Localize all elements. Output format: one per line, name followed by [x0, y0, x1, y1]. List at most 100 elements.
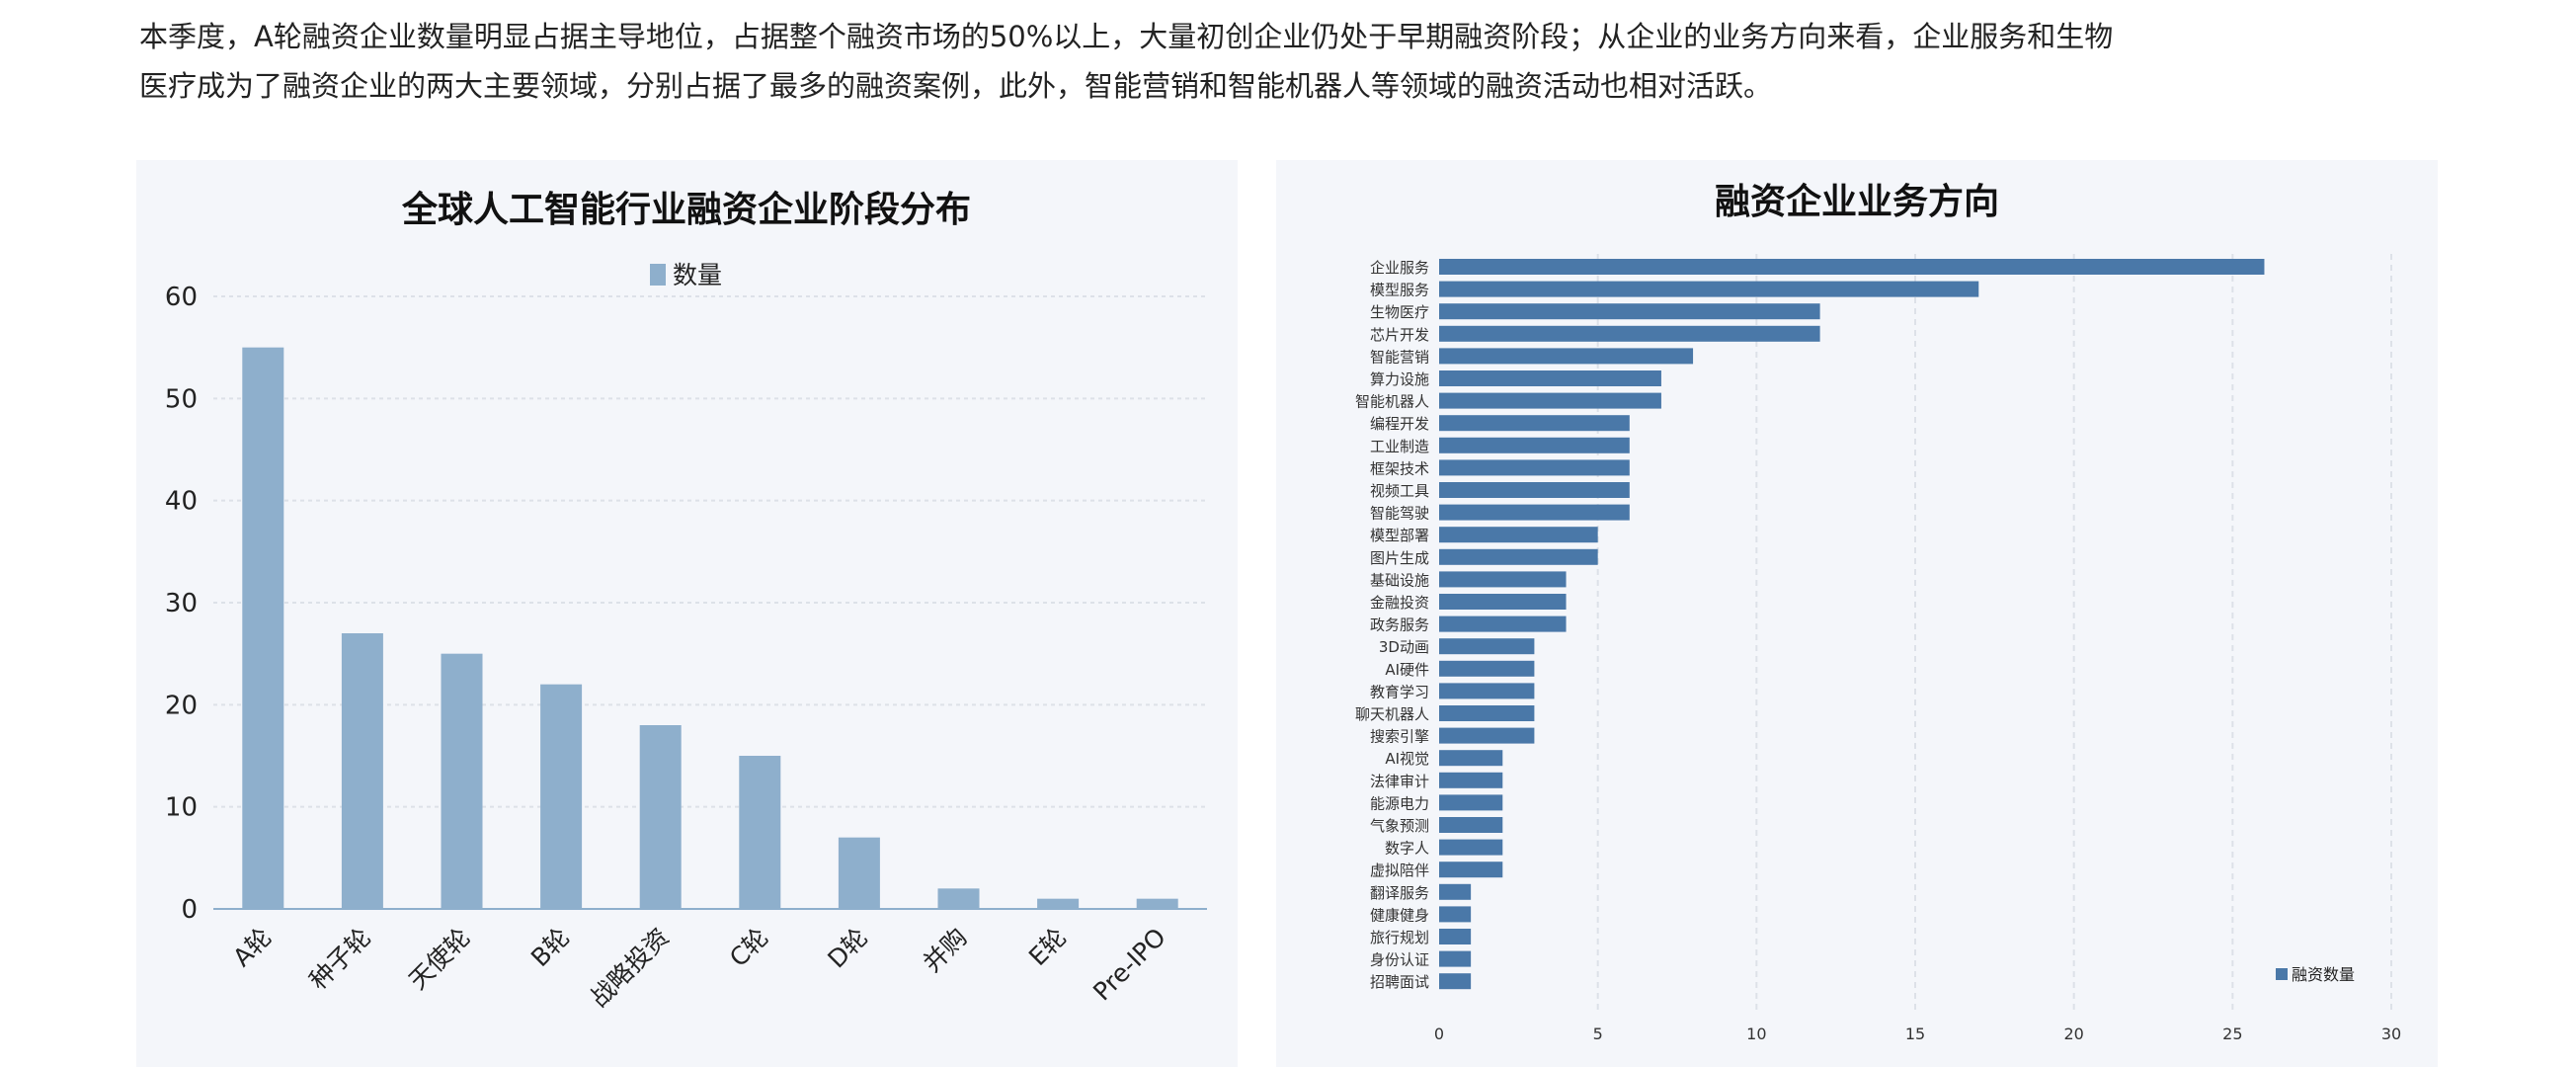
bar-旅行规划: [1439, 929, 1472, 944]
y-tick-label: 3D动画: [1379, 638, 1429, 656]
bar-E轮: [1037, 898, 1080, 909]
y-tick-label: 50: [165, 384, 198, 414]
x-tick-label: 15: [1905, 1025, 1925, 1043]
bar-D轮: [838, 837, 880, 909]
legend-label: 数量: [673, 261, 722, 289]
bar-数字人: [1439, 839, 1503, 856]
bar-生物医疗: [1439, 303, 1820, 320]
x-tick-label: 5: [1593, 1025, 1603, 1043]
x-tick-label: C轮: [724, 923, 774, 973]
x-tick-label: B轮: [525, 923, 575, 972]
bar-编程开发: [1439, 415, 1630, 432]
business-direction-chart: 融资企业业务方向 0 5 10 15 20 25 30 企业服务 模型服务 生物医疗 芯片开发 智能营销…: [1276, 160, 2438, 1067]
y-tick-label: AI视觉: [1385, 750, 1429, 768]
bar-芯片开发: [1439, 325, 1820, 342]
y-tick-label: 法律审计: [1370, 773, 1429, 790]
bar-模型服务: [1439, 281, 1979, 297]
stage-distribution-chart: 全球人工智能行业融资企业阶段分布数量 0 10 20 30 40 50 60 A轮 种子轮 天使轮 B…: [136, 160, 1238, 1067]
x-tick-label: Pre-IPO: [1087, 923, 1171, 1007]
y-tick-label: 金融投资: [1370, 594, 1429, 612]
y-tick-label: 算力设施: [1370, 370, 1429, 388]
bar-身份认证: [1439, 950, 1472, 967]
y-tick-label: 翻译服务: [1370, 884, 1429, 902]
y-tick-label: AI硬件: [1385, 661, 1429, 679]
y-tick-label: 智能营销: [1370, 348, 1429, 366]
bar-招聘面试: [1439, 973, 1472, 990]
y-tick-label: 生物医疗: [1370, 303, 1429, 321]
x-tick-label: 天使轮: [403, 923, 476, 996]
paragraph-line-2: 医疗成为了融资企业的两大主要领域，分别占据了最多的融资案例，此外，智能营销和智能…: [139, 69, 1773, 103]
bar-虚拟陪伴: [1439, 862, 1503, 878]
bar-工业制造: [1439, 437, 1630, 453]
y-tick-label: 30: [165, 589, 198, 618]
y-tick-label: 芯片开发: [1370, 326, 1429, 344]
y-tick-label: 搜索引擎: [1370, 728, 1429, 746]
bar-搜索引擎: [1439, 727, 1535, 744]
y-tick-label: 企业服务: [1370, 259, 1429, 277]
bar-算力设施: [1439, 370, 1661, 386]
legend-label: 融资数量: [2292, 965, 2355, 984]
y-tick-label: 能源电力: [1370, 794, 1429, 812]
bar-模型部署: [1439, 527, 1598, 543]
bar-图片生成: [1439, 548, 1598, 565]
y-tick-label: 模型部署: [1370, 527, 1429, 544]
article-paragraph: 本季度，A轮融资企业数量明显占据主导地位，占据整个融资市场的50%以上，大量初创…: [139, 12, 2411, 111]
bar-法律审计: [1439, 772, 1503, 788]
bar-金融投资: [1439, 594, 1567, 610]
bar-A轮: [242, 347, 284, 909]
bar-AI硬件: [1439, 660, 1535, 677]
y-tick-label: 20: [165, 691, 198, 720]
bar-气象预测: [1439, 817, 1503, 833]
x-tick-label: 并购: [918, 923, 973, 978]
paragraph-line-1: 本季度，A轮融资企业数量明显占据主导地位，占据整个融资市场的50%以上，大量初创…: [139, 20, 2114, 53]
y-tick-label: 旅行规划: [1370, 929, 1429, 946]
y-tick-label: 基础设施: [1370, 571, 1429, 589]
legend-swatch: [650, 264, 666, 286]
y-tick-label: 政务服务: [1370, 616, 1429, 634]
y-tick-label: 60: [165, 283, 198, 312]
y-tick-label: 智能驾驶: [1370, 505, 1429, 523]
bar-AI视觉: [1439, 750, 1503, 767]
bar-聊天机器人: [1439, 705, 1535, 721]
y-tick-label: 编程开发: [1370, 415, 1429, 433]
bar-视频工具: [1439, 482, 1630, 498]
y-tick-label: 招聘面试: [1370, 973, 1429, 991]
y-tick-label: 聊天机器人: [1355, 705, 1429, 723]
bar-3D动画: [1439, 638, 1535, 655]
x-tick-label: D轮: [822, 923, 873, 974]
y-tick-label: 模型服务: [1370, 282, 1429, 299]
y-tick-label: 数字人: [1385, 840, 1429, 858]
y-tick-label: 框架技术: [1370, 459, 1429, 477]
y-tick-label: 40: [165, 487, 198, 517]
y-tick-label: 0: [181, 895, 198, 925]
y-tick-label: 图片生成: [1370, 549, 1429, 567]
bar-智能驾驶: [1439, 504, 1630, 521]
bar-教育学习: [1439, 683, 1535, 699]
x-tick-label: E轮: [1023, 923, 1072, 971]
bar-Pre-IPO: [1136, 898, 1178, 909]
x-tick-label: 10: [1746, 1025, 1766, 1043]
bar-C轮: [739, 756, 781, 909]
y-tick-label: 智能机器人: [1355, 393, 1429, 411]
bar-天使轮: [441, 653, 483, 909]
y-tick-label: 健康健身: [1370, 906, 1429, 924]
bar-并购: [937, 888, 980, 909]
y-tick-label: 身份认证: [1370, 951, 1429, 969]
y-tick-label: 气象预测: [1370, 817, 1429, 835]
x-tick-label: 种子轮: [304, 923, 377, 996]
y-tick-label: 工业制造: [1370, 438, 1429, 455]
bar-企业服务: [1439, 259, 2265, 275]
bar-能源电力: [1439, 794, 1503, 811]
y-tick-label: 虚拟陪伴: [1370, 862, 1429, 879]
x-tick-label: 战略投资: [585, 923, 675, 1013]
chart-title: 全球人工智能行业融资企业阶段分布: [401, 189, 971, 230]
bar-B轮: [540, 684, 583, 909]
x-tick-label: A轮: [227, 923, 277, 972]
business-chart-svg: 融资企业业务方向 0 5 10 15 20 25 30 企业服务模型服务生物医疗芯片开发智能营销…: [1355, 181, 2401, 1043]
bar-政务服务: [1439, 616, 1567, 632]
y-tick-label: 视频工具: [1370, 482, 1429, 500]
y-tick-label: 教育学习: [1370, 683, 1429, 700]
y-tick-label: 10: [165, 793, 198, 823]
x-tick-label: 30: [2381, 1025, 2401, 1043]
